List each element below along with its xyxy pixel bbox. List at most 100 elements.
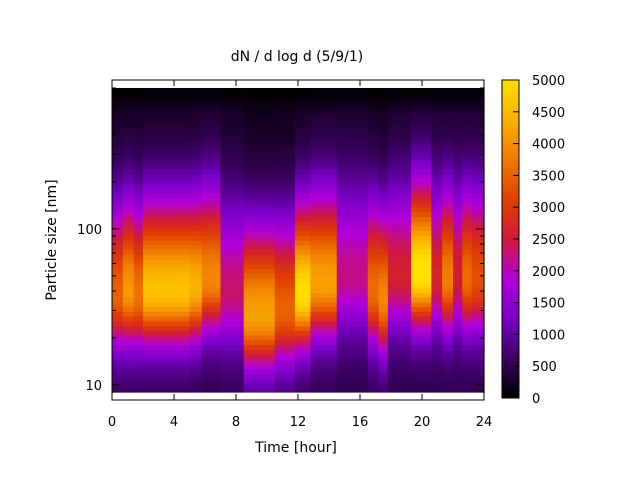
heatmap-cell bbox=[220, 358, 245, 365]
heatmap-cell bbox=[387, 259, 412, 265]
heatmap-cell bbox=[294, 268, 311, 274]
heatmap-cell bbox=[294, 263, 311, 270]
heatmap-cell bbox=[133, 316, 144, 322]
heatmap-cell bbox=[122, 259, 135, 265]
heatmap-cell bbox=[367, 316, 380, 322]
heatmap-cell bbox=[122, 268, 135, 274]
heatmap-cell bbox=[189, 306, 203, 312]
heatmap-cell bbox=[133, 211, 144, 217]
heatmap-cell bbox=[453, 330, 463, 336]
heatmap-cell bbox=[220, 230, 245, 236]
heatmap-cell bbox=[367, 159, 380, 165]
heatmap-cell bbox=[274, 297, 296, 303]
heatmap-cell bbox=[411, 278, 432, 284]
heatmap-cell bbox=[367, 106, 380, 113]
heatmap-cell bbox=[336, 116, 369, 122]
heatmap-segment bbox=[220, 87, 245, 393]
heatmap-cell bbox=[310, 221, 338, 227]
heatmap-cell bbox=[294, 354, 311, 360]
heatmap-cell bbox=[294, 111, 311, 118]
heatmap-cell bbox=[310, 363, 338, 369]
heatmap-cell bbox=[411, 254, 432, 260]
heatmap-cell bbox=[378, 197, 389, 203]
heatmap-cell bbox=[387, 282, 412, 289]
heatmap-cell bbox=[378, 363, 389, 369]
heatmap-segment bbox=[378, 87, 389, 393]
heatmap-cell bbox=[133, 225, 144, 232]
heatmap-cell bbox=[143, 87, 191, 94]
heatmap-cell bbox=[431, 168, 443, 175]
heatmap-cell bbox=[411, 354, 432, 360]
heatmap-cell bbox=[336, 187, 369, 194]
heatmap-cell bbox=[189, 202, 203, 208]
heatmap-cell bbox=[431, 121, 443, 127]
heatmap-cell bbox=[411, 287, 432, 293]
heatmap-cell bbox=[294, 335, 311, 341]
heatmap-cell bbox=[189, 325, 203, 331]
heatmap-cell bbox=[431, 368, 443, 374]
heatmap-cell bbox=[112, 173, 124, 179]
heatmap-cell bbox=[133, 173, 144, 179]
heatmap-cell bbox=[143, 268, 191, 274]
heatmap-cell bbox=[411, 87, 432, 94]
heatmap-cell bbox=[411, 230, 432, 236]
heatmap-cell bbox=[367, 339, 380, 346]
heatmap-cell bbox=[336, 144, 369, 151]
heatmap-cell bbox=[462, 159, 473, 165]
heatmap-cell bbox=[122, 358, 135, 365]
heatmap-cell bbox=[274, 373, 296, 379]
heatmap-cell bbox=[143, 168, 191, 175]
heatmap-cell bbox=[367, 354, 380, 360]
heatmap-cell bbox=[220, 225, 245, 232]
heatmap-cell bbox=[294, 178, 311, 184]
heatmap-cell bbox=[378, 163, 389, 170]
heatmap-cell bbox=[310, 163, 338, 170]
heatmap-cell bbox=[243, 116, 276, 122]
heatmap-cell bbox=[471, 159, 485, 165]
heatmap-cell bbox=[243, 240, 276, 246]
heatmap-cell bbox=[367, 135, 380, 141]
heatmap-cell bbox=[201, 287, 222, 293]
heatmap-cell bbox=[189, 102, 203, 108]
heatmap-cell bbox=[387, 197, 412, 203]
heatmap-cell bbox=[387, 140, 412, 146]
heatmap-cell bbox=[122, 263, 135, 270]
heatmap-cell bbox=[112, 230, 124, 236]
heatmap-cell bbox=[294, 320, 311, 327]
heatmap-cell bbox=[220, 182, 245, 189]
heatmap-cell bbox=[274, 102, 296, 108]
heatmap-cell bbox=[310, 206, 338, 213]
heatmap-cell bbox=[112, 111, 124, 118]
heatmap-cell bbox=[310, 330, 338, 336]
heatmap-cell bbox=[378, 221, 389, 227]
heatmap-cell bbox=[189, 111, 203, 118]
heatmap-cell bbox=[336, 287, 369, 293]
heatmap-cell bbox=[310, 344, 338, 350]
heatmap-cell bbox=[387, 377, 412, 384]
heatmap-cell bbox=[201, 292, 222, 298]
heatmap-cell bbox=[201, 263, 222, 270]
heatmap-cell bbox=[462, 149, 473, 156]
heatmap-cell bbox=[442, 163, 454, 170]
heatmap-cell bbox=[274, 316, 296, 322]
heatmap-cell bbox=[453, 349, 463, 355]
heatmap-cell bbox=[411, 135, 432, 141]
heatmap-cell bbox=[143, 211, 191, 217]
heatmap-cell bbox=[336, 282, 369, 289]
heatmap-cell bbox=[367, 202, 380, 208]
heatmap-cell bbox=[411, 377, 432, 384]
heatmap-cell bbox=[310, 159, 338, 165]
heatmap-cell bbox=[387, 211, 412, 217]
heatmap-cell bbox=[310, 97, 338, 103]
heatmap-cell bbox=[442, 87, 454, 94]
heatmap-cell bbox=[411, 140, 432, 146]
heatmap-cell bbox=[336, 111, 369, 118]
heatmap-cell bbox=[133, 116, 144, 122]
heatmap-cell bbox=[442, 102, 454, 108]
heatmap-cell bbox=[133, 268, 144, 274]
heatmap-cell bbox=[471, 206, 485, 213]
heatmap-cell bbox=[122, 306, 135, 312]
heatmap-cell bbox=[411, 282, 432, 289]
heatmap-cell bbox=[274, 344, 296, 350]
heatmap-cell bbox=[243, 87, 276, 94]
